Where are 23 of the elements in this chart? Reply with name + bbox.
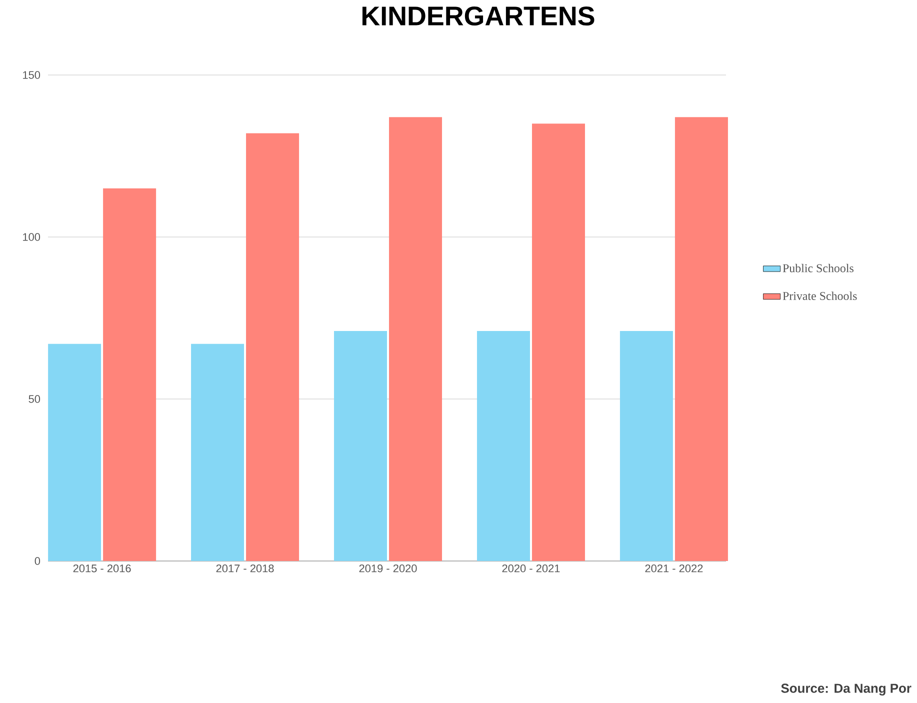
x-tick-label: 2021 - 2022 — [645, 564, 703, 572]
y-tick-label: 100 — [23, 233, 40, 241]
y-tick-label: 50 — [28, 395, 40, 403]
x-tick-label: 2017 - 2018 — [216, 564, 274, 572]
bar — [476, 330, 530, 561]
bar — [532, 124, 585, 561]
x-tick-label: 2015 - 2016 — [73, 564, 131, 572]
bar — [334, 330, 388, 561]
y-tick-label: 150 — [23, 71, 40, 79]
bar — [674, 117, 728, 561]
bar — [246, 133, 300, 561]
bar — [191, 344, 244, 561]
bar — [103, 188, 156, 561]
chart-title: KINDERGARTENS — [362, 6, 594, 26]
x-tick-label: 2019 - 2020 — [359, 564, 417, 572]
source-note: Source: Da Nang Por — [781, 684, 912, 696]
bar — [620, 330, 673, 561]
x-tick-label: 2020 - 2021 — [502, 564, 560, 572]
legend-label: Public Schools — [782, 264, 854, 272]
legend-label: Private Schools — [782, 292, 857, 300]
bar — [389, 117, 442, 561]
y-tick-label: 0 — [34, 557, 40, 565]
bar — [48, 344, 102, 561]
